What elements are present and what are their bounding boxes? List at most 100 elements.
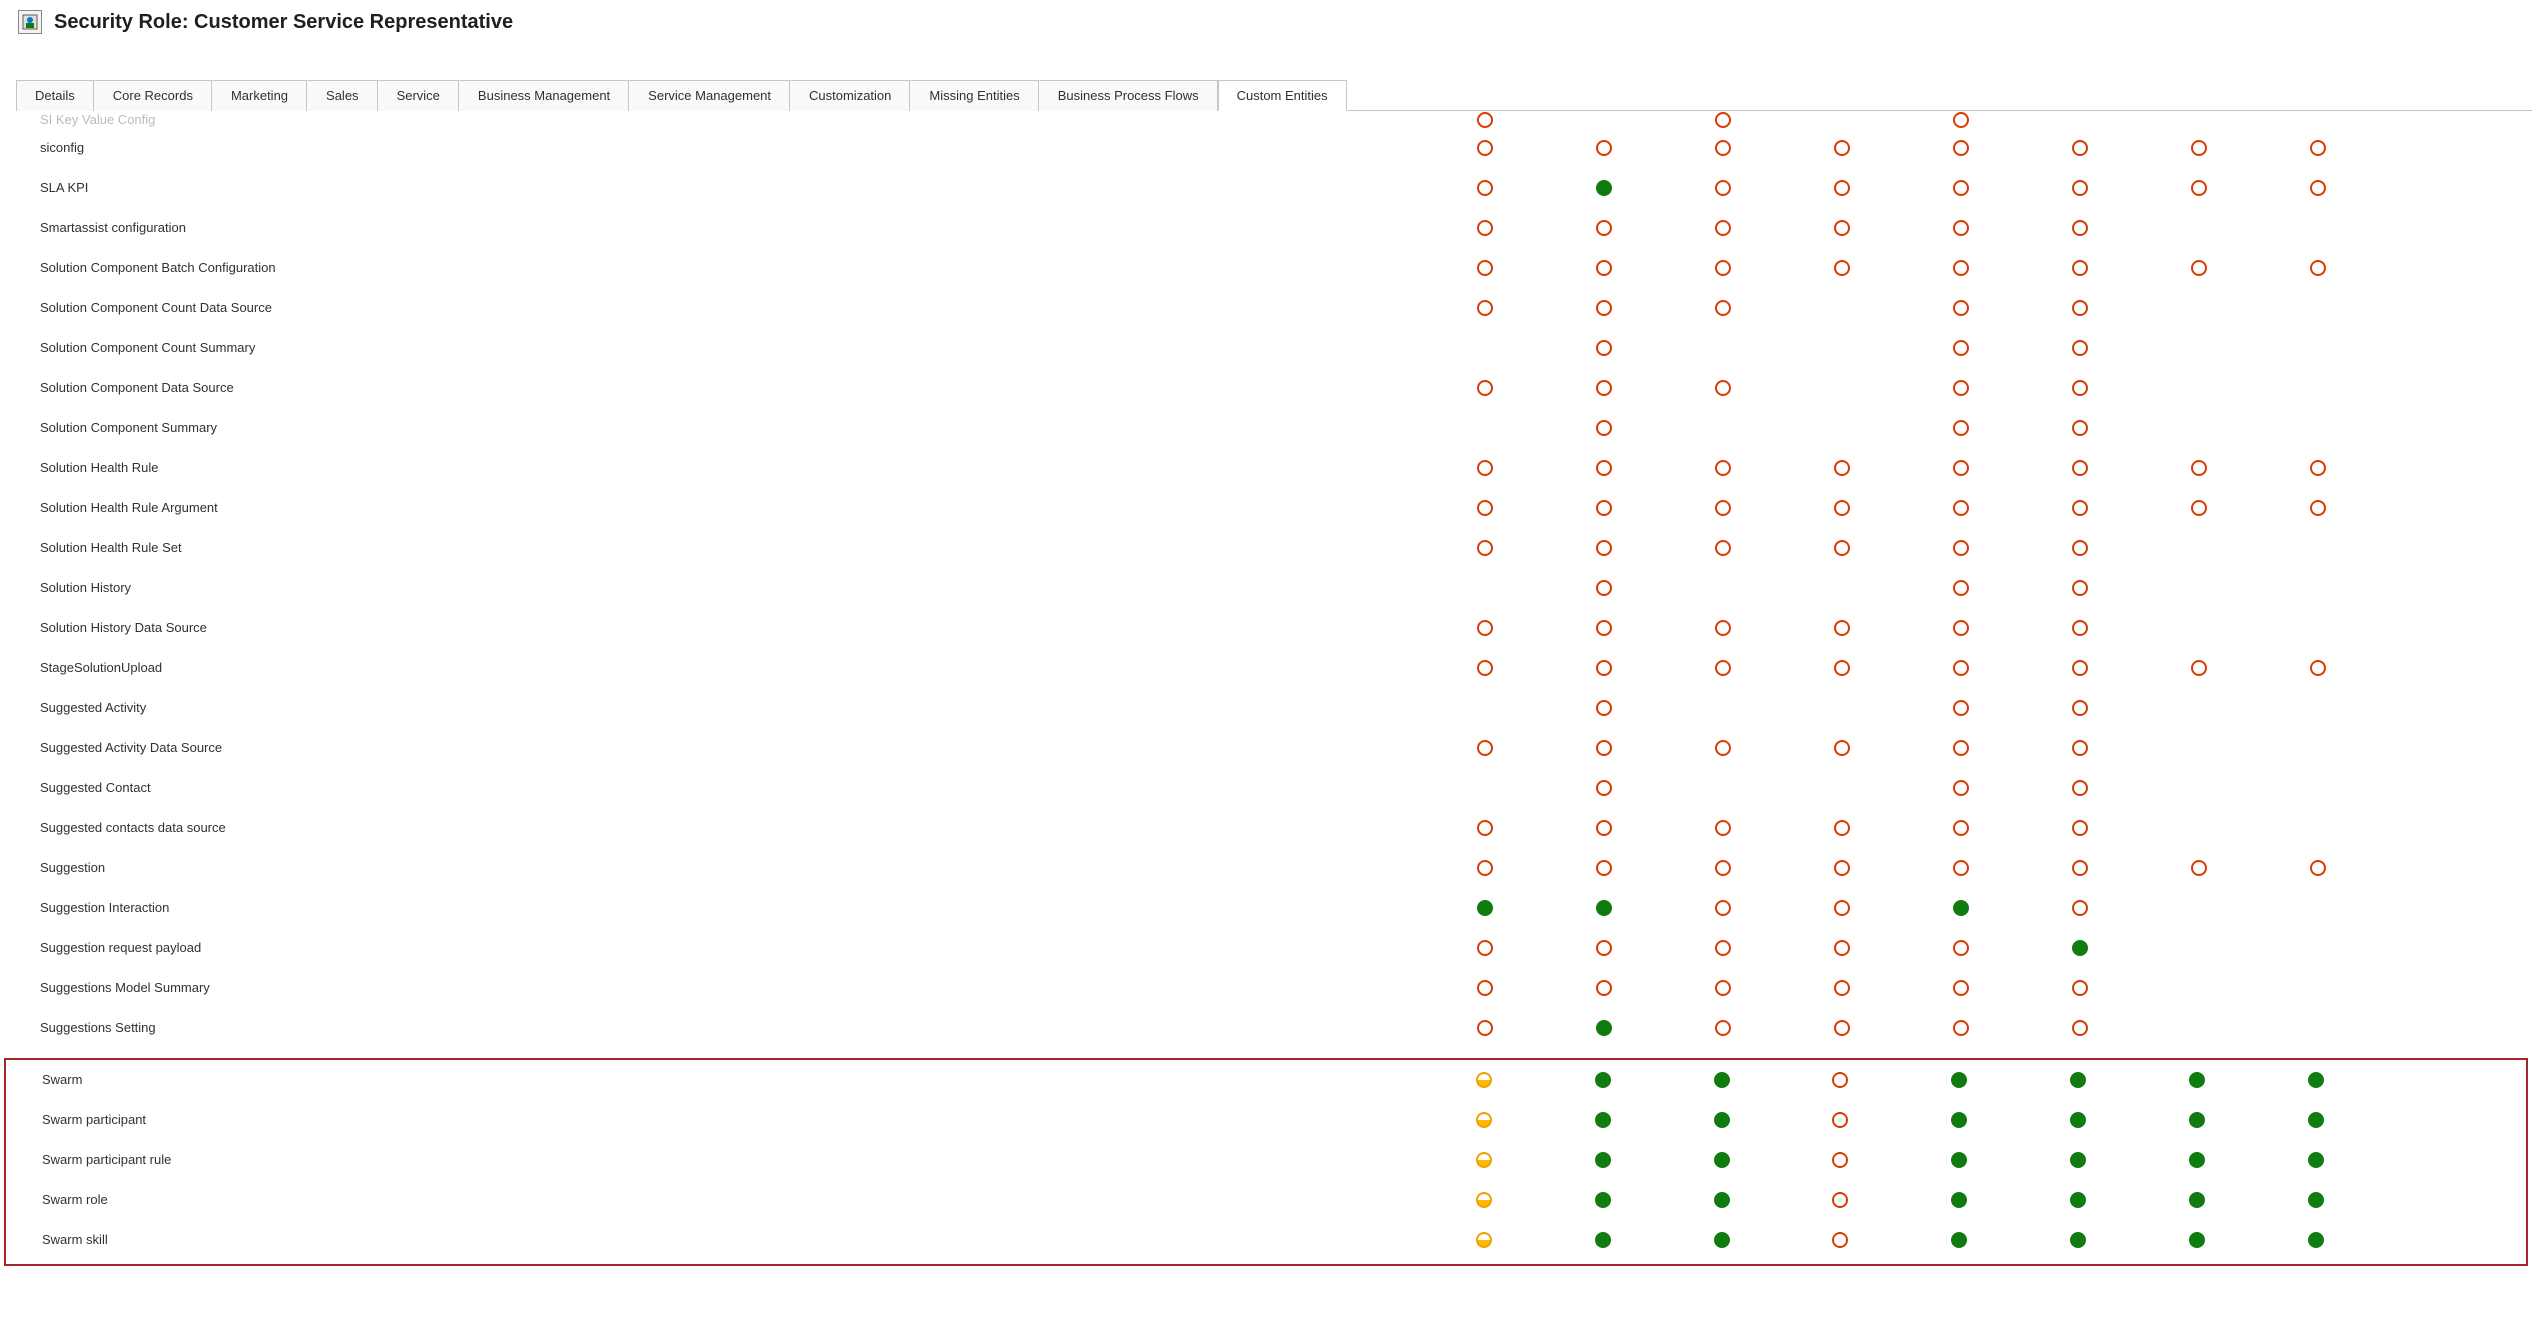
- permission-cell[interactable]: [2020, 528, 2139, 568]
- permission-cell[interactable]: [2139, 288, 2258, 328]
- tab-details[interactable]: Details: [16, 80, 94, 111]
- permission-cell[interactable]: [2258, 608, 2377, 648]
- permission-cell[interactable]: [1544, 968, 1663, 1008]
- permission-cell[interactable]: [1425, 408, 1544, 448]
- permission-cell[interactable]: [1425, 208, 1544, 248]
- permission-cell[interactable]: [1901, 248, 2020, 288]
- permission-cell[interactable]: [1663, 728, 1782, 768]
- permission-cell[interactable]: [2019, 1060, 2138, 1100]
- permission-cell[interactable]: [1663, 648, 1782, 688]
- permission-cell[interactable]: [2020, 928, 2139, 968]
- permission-cell[interactable]: [1544, 288, 1663, 328]
- permission-cell[interactable]: [2258, 368, 2377, 408]
- permission-cell[interactable]: [2020, 568, 2139, 608]
- permission-cell[interactable]: [2020, 768, 2139, 808]
- permission-cell[interactable]: [1782, 888, 1901, 928]
- permission-cell[interactable]: [1544, 168, 1663, 208]
- permission-cell[interactable]: [1900, 1220, 2019, 1260]
- permission-cell[interactable]: [2258, 288, 2377, 328]
- permission-cell[interactable]: [1782, 448, 1901, 488]
- permission-cell[interactable]: [2139, 1008, 2258, 1048]
- permission-cell[interactable]: [2258, 1008, 2377, 1048]
- tab-business-management[interactable]: Business Management: [459, 80, 629, 111]
- permission-cell[interactable]: [1662, 1100, 1781, 1140]
- permission-cell[interactable]: [1901, 728, 2020, 768]
- permission-cell[interactable]: [1663, 208, 1782, 248]
- permission-cell[interactable]: [1424, 1060, 1543, 1100]
- permission-cell[interactable]: [2139, 488, 2258, 528]
- permission-cell[interactable]: [2138, 1180, 2257, 1220]
- permission-cell[interactable]: [1544, 488, 1663, 528]
- permission-cell[interactable]: [1425, 111, 1544, 128]
- permission-cell[interactable]: [1782, 768, 1901, 808]
- permission-cell[interactable]: [2020, 648, 2139, 688]
- permission-cell[interactable]: [2139, 688, 2258, 728]
- permission-cell[interactable]: [1781, 1100, 1900, 1140]
- permission-cell[interactable]: [1782, 688, 1901, 728]
- permission-cell[interactable]: [1662, 1060, 1781, 1100]
- permission-cell[interactable]: [1901, 968, 2020, 1008]
- permission-cell[interactable]: [2020, 248, 2139, 288]
- tab-service-management[interactable]: Service Management: [629, 80, 790, 111]
- permission-cell[interactable]: [1544, 768, 1663, 808]
- permission-cell[interactable]: [1782, 488, 1901, 528]
- permission-cell[interactable]: [1782, 608, 1901, 648]
- permission-cell[interactable]: [2139, 111, 2258, 128]
- permission-cell[interactable]: [2020, 448, 2139, 488]
- permission-cell[interactable]: [1425, 528, 1544, 568]
- permission-cell[interactable]: [2019, 1220, 2138, 1260]
- tab-missing-entities[interactable]: Missing Entities: [910, 80, 1038, 111]
- permission-cell[interactable]: [1544, 808, 1663, 848]
- permission-cell[interactable]: [1781, 1180, 1900, 1220]
- permission-cell[interactable]: [1901, 768, 2020, 808]
- permission-cell[interactable]: [1901, 408, 2020, 448]
- permission-cell[interactable]: [1544, 728, 1663, 768]
- permission-cell[interactable]: [1544, 128, 1663, 168]
- permission-cell[interactable]: [2258, 111, 2377, 128]
- permission-cell[interactable]: [1425, 448, 1544, 488]
- permission-cell[interactable]: [1425, 288, 1544, 328]
- permission-cell[interactable]: [1663, 928, 1782, 968]
- permission-cell[interactable]: [2139, 968, 2258, 1008]
- permission-cell[interactable]: [2139, 208, 2258, 248]
- permission-cell[interactable]: [1782, 728, 1901, 768]
- permission-cell[interactable]: [1663, 168, 1782, 208]
- permission-cell[interactable]: [1782, 928, 1901, 968]
- permission-cell[interactable]: [2020, 688, 2139, 728]
- permission-cell[interactable]: [1782, 248, 1901, 288]
- permission-cell[interactable]: [1424, 1100, 1543, 1140]
- permission-cell[interactable]: [1901, 111, 2020, 128]
- permission-cell[interactable]: [2020, 1008, 2139, 1048]
- permission-cell[interactable]: [1901, 808, 2020, 848]
- permission-cell[interactable]: [2257, 1220, 2376, 1260]
- permission-cell[interactable]: [1901, 368, 2020, 408]
- permission-cell[interactable]: [1782, 208, 1901, 248]
- permission-cell[interactable]: [1663, 128, 1782, 168]
- permission-cell[interactable]: [2258, 688, 2377, 728]
- permission-cell[interactable]: [2020, 208, 2139, 248]
- permission-cell[interactable]: [1901, 488, 2020, 528]
- permission-cell[interactable]: [1901, 688, 2020, 728]
- permission-cell[interactable]: [2139, 928, 2258, 968]
- permission-cell[interactable]: [1663, 888, 1782, 928]
- permission-cell[interactable]: [2139, 808, 2258, 848]
- permission-cell[interactable]: [1663, 448, 1782, 488]
- permission-cell[interactable]: [2258, 128, 2377, 168]
- permission-cell[interactable]: [1544, 848, 1663, 888]
- permission-cell[interactable]: [2138, 1140, 2257, 1180]
- permission-cell[interactable]: [2258, 408, 2377, 448]
- permission-cell[interactable]: [1425, 128, 1544, 168]
- permission-cell[interactable]: [2139, 328, 2258, 368]
- permission-cell[interactable]: [1782, 368, 1901, 408]
- permission-cell[interactable]: [2139, 728, 2258, 768]
- permission-cell[interactable]: [2138, 1220, 2257, 1260]
- permission-cell[interactable]: [1663, 488, 1782, 528]
- permission-cell[interactable]: [1663, 368, 1782, 408]
- permission-cell[interactable]: [2258, 328, 2377, 368]
- tab-core-records[interactable]: Core Records: [94, 80, 212, 111]
- permission-cell[interactable]: [2139, 408, 2258, 448]
- permission-cell[interactable]: [2258, 248, 2377, 288]
- permission-cell[interactable]: [2020, 848, 2139, 888]
- permission-cell[interactable]: [2258, 968, 2377, 1008]
- permission-cell[interactable]: [1544, 608, 1663, 648]
